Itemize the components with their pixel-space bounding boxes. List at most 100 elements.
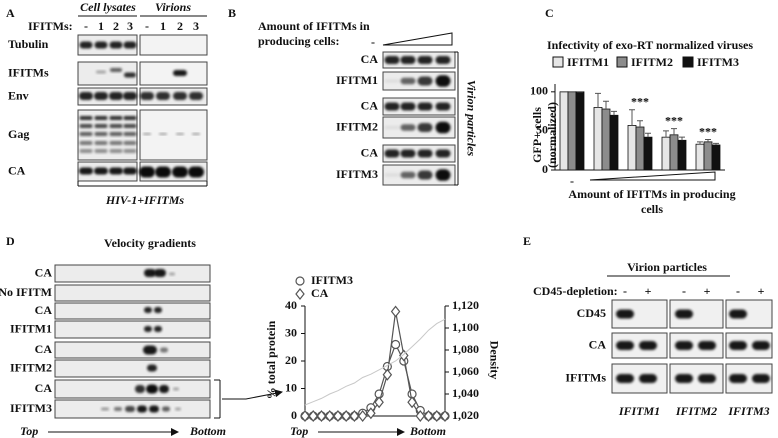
panel-title: Velocity gradients <box>104 236 196 250</box>
marker-diamond <box>440 410 450 422</box>
lane-label: - <box>682 284 686 298</box>
lane-label: - <box>84 19 88 33</box>
y2-tick-label: 1,020 <box>452 408 479 422</box>
blot-band <box>123 167 137 175</box>
blot-band <box>435 149 451 158</box>
marker-diamond <box>316 410 327 422</box>
blot-band <box>79 116 93 120</box>
panel-label: C <box>545 6 554 20</box>
row-label: IFITM2 <box>336 119 378 133</box>
row-label: IFITM3 <box>336 167 378 181</box>
legend-label: IFITM2 <box>631 55 673 69</box>
panel-label: A <box>6 6 15 20</box>
blot-band <box>176 133 184 135</box>
row-label: No IFITM <box>0 285 52 299</box>
blot-strip <box>54 264 211 283</box>
blot-band <box>144 269 156 277</box>
x-axis-label: Amount of IFITMs in producing cells <box>568 187 736 216</box>
lane-label: 1 <box>98 19 104 33</box>
blot-strip <box>54 359 211 378</box>
lane-label: - <box>736 284 740 298</box>
blot-band <box>94 141 108 145</box>
y2-axis-label: Density <box>487 341 501 380</box>
marker-diamond <box>374 396 384 409</box>
error-bar <box>671 128 677 135</box>
marker-diamond <box>390 305 401 318</box>
x-start-label: Top <box>20 424 38 438</box>
blot-band <box>125 406 135 412</box>
y-tick-label: 10 <box>285 380 297 394</box>
blot-band <box>109 132 123 136</box>
amount-triangle <box>589 171 716 181</box>
blot-band <box>675 309 693 319</box>
error-bar <box>663 130 669 138</box>
y-tick-label: 50 <box>536 123 548 137</box>
blot-band <box>109 41 123 49</box>
y-tick-label: 0 <box>542 162 548 176</box>
blot-band <box>188 166 204 178</box>
series-line <box>304 318 446 406</box>
blot-band <box>417 170 433 180</box>
lane-label: - <box>145 19 149 33</box>
row-label: CD45 <box>577 306 606 320</box>
blot-band <box>156 92 170 100</box>
blot-band <box>435 102 451 111</box>
blot-band <box>159 385 169 393</box>
row-label: CA <box>361 145 379 159</box>
blot-strip <box>54 379 211 399</box>
blot-band <box>79 149 93 153</box>
blot-band <box>172 166 188 178</box>
blot-strip <box>139 34 208 56</box>
y-tick-label: 0 <box>291 408 297 422</box>
lane-label: + <box>758 284 765 298</box>
lanes-label: CD45-depletion: <box>533 284 618 298</box>
lanes-label: IFITMs: <box>28 19 73 33</box>
blot-band <box>155 166 171 178</box>
blot-band <box>123 116 137 120</box>
row-label: CA <box>35 342 53 356</box>
blot-band <box>79 167 93 175</box>
blot-band <box>435 56 451 64</box>
marker-diamond <box>382 368 393 381</box>
blot-band <box>752 374 770 383</box>
error-bar <box>713 142 719 145</box>
bar <box>635 126 645 171</box>
blot-strip <box>54 320 211 339</box>
blot-band <box>400 77 416 85</box>
series-line <box>305 342 445 417</box>
row-label: CA <box>35 303 53 317</box>
blot-band <box>94 167 108 175</box>
blot-band <box>143 345 157 355</box>
row-label: IFITM2 <box>10 360 52 374</box>
blot-band <box>79 141 93 145</box>
significance-label: *** <box>665 113 683 127</box>
error-bar <box>645 132 651 138</box>
bar <box>593 107 603 171</box>
blot-strip <box>54 341 211 359</box>
y-axis-label: GFP+ cells (normalized) <box>530 102 559 168</box>
blot-band <box>417 102 433 111</box>
marker-circle <box>390 339 401 350</box>
blot-band <box>159 133 167 135</box>
error-bar <box>603 100 609 110</box>
marker-diamond <box>324 410 335 422</box>
blot-band <box>123 124 137 128</box>
legend-label: CA <box>311 286 329 300</box>
blot-band <box>175 407 181 411</box>
blot-band <box>94 116 108 120</box>
blot-band <box>144 326 152 332</box>
y-tick-label: 30 <box>285 325 297 339</box>
error-bar <box>611 110 617 116</box>
bar <box>711 144 721 171</box>
marker-diamond <box>423 410 434 422</box>
marker-circle <box>295 276 305 286</box>
blot-band <box>435 75 451 87</box>
blot-band <box>79 124 93 128</box>
significance-label: *** <box>699 124 717 138</box>
blot-band <box>698 341 716 350</box>
blot-band <box>729 341 747 350</box>
bar <box>677 139 687 171</box>
marker-diamond <box>341 410 351 422</box>
blot-band <box>417 76 433 86</box>
